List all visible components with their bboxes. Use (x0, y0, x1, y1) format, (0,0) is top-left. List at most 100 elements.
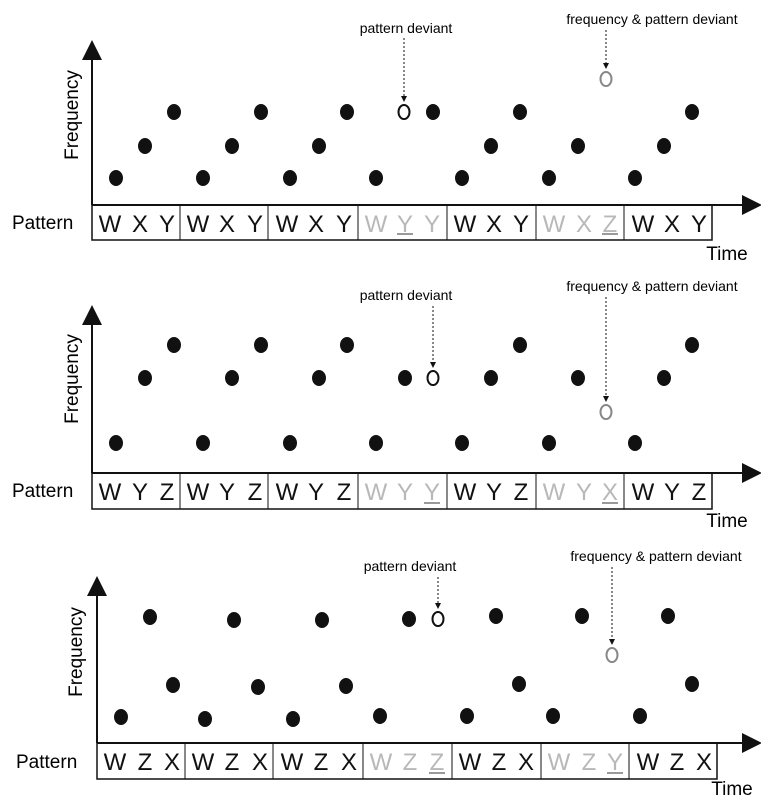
letter: W (543, 479, 566, 506)
tone-dot (225, 138, 239, 154)
tone-dot (283, 170, 297, 186)
letter: Y (397, 479, 413, 506)
letter: X (219, 211, 235, 238)
tone-dot (254, 337, 268, 353)
letter: X (576, 211, 592, 238)
letter: X (132, 211, 148, 238)
frequency-dots (109, 337, 699, 451)
letter: Y (132, 479, 148, 506)
panel-1: Frequency Time Pattern W X Y W X Y W X Y… (0, 0, 761, 265)
letter: W (637, 749, 660, 776)
letter: X (252, 749, 268, 776)
panel-2-diagram: Frequency Time Pattern W Y Z W Y Z W Y Z… (12, 278, 761, 532)
tone-dot (138, 370, 152, 386)
tone-dot (225, 370, 239, 386)
tone-dot (575, 608, 589, 624)
letter: X (696, 749, 712, 776)
letter: W (187, 479, 210, 506)
pattern-deviant-tone (397, 104, 411, 120)
letter: Y (424, 211, 440, 238)
tone-dot (571, 138, 585, 154)
tone-dot (369, 435, 383, 451)
x-axis-label: Time (706, 511, 748, 532)
letter: Y (486, 479, 502, 506)
tone-dot (369, 170, 383, 186)
tone-dot (398, 370, 412, 386)
letter: W (187, 211, 210, 238)
letter: Z (337, 479, 352, 506)
tone-dot (286, 711, 300, 727)
tone-dot (628, 435, 642, 451)
letter: W (192, 749, 215, 776)
panel-3-diagram: Frequency Time Pattern W Z X W Z X W Z X… (16, 548, 761, 797)
letter: X (602, 479, 618, 506)
tone-dot (455, 170, 469, 186)
tone-dot (340, 337, 354, 353)
row-label: Pattern (12, 213, 73, 234)
panel-2: Frequency Time Pattern W Y Z W Y Z W Y Z… (0, 267, 761, 532)
letter: W (543, 211, 566, 238)
tone-dot (312, 138, 326, 154)
freq-pattern-deviant-tone (599, 404, 613, 420)
frequency-dots (109, 104, 699, 186)
tone-dot (542, 435, 556, 451)
tone-dot (114, 709, 128, 725)
pattern-dividers (179, 473, 625, 509)
letter: W (454, 479, 477, 506)
letter: W (276, 479, 299, 506)
letter: Y (664, 479, 680, 506)
letter: W (370, 749, 393, 776)
tone-dot (513, 104, 527, 120)
tone-dot (460, 708, 474, 724)
tone-dot (198, 711, 212, 727)
tone-dot (484, 370, 498, 386)
letter: Y (308, 479, 324, 506)
tone-dot (109, 170, 123, 186)
freq-pattern-deviant-label: frequency & pattern deviant (566, 278, 737, 294)
freq-pattern-deviant-tone (599, 71, 613, 87)
letter: X (664, 211, 680, 238)
letter: W (454, 211, 477, 238)
letter: W (459, 749, 482, 776)
tone-dot (373, 708, 387, 724)
letter: Y (219, 479, 235, 506)
tone-dot (571, 370, 585, 386)
tone-dot (340, 104, 354, 120)
letter: Z (582, 749, 597, 776)
letter: W (365, 211, 388, 238)
tone-dot (685, 337, 699, 353)
frequency-dots (114, 608, 699, 727)
letter: X (164, 749, 180, 776)
tone-dot (513, 337, 527, 353)
letter: Y (336, 211, 352, 238)
tone-dot (402, 611, 416, 627)
tone-dot (196, 170, 210, 186)
letter: Z (138, 749, 153, 776)
letter: Y (247, 211, 263, 238)
letter: X (486, 211, 502, 238)
letter: Z (225, 749, 240, 776)
pattern-deviant-label: pattern deviant (360, 287, 453, 303)
letter: Z (160, 479, 175, 506)
tone-dot (283, 435, 297, 451)
tone-dot (251, 679, 265, 695)
letter: Z (403, 749, 418, 776)
letter: W (365, 479, 388, 506)
pattern-dividers (179, 205, 625, 240)
freq-pattern-deviant-label: frequency & pattern deviant (566, 11, 737, 27)
row-label: Pattern (16, 752, 77, 773)
tone-dot (542, 170, 556, 186)
tone-dot (661, 608, 675, 624)
freq-pattern-deviant-tone (605, 647, 619, 663)
tone-dot (685, 104, 699, 120)
letter: Z (603, 211, 618, 238)
pattern-letters: W X Y W X Y W X Y W Y Y W X Y W X Z W X … (99, 211, 707, 238)
freq-pattern-deviant-label: frequency & pattern deviant (570, 548, 741, 564)
pattern-deviant-label: pattern deviant (360, 20, 453, 36)
tone-dot (109, 435, 123, 451)
tone-dot (426, 104, 440, 120)
letter: Z (492, 749, 507, 776)
letter: X (518, 749, 534, 776)
y-axis-label: Frequency (62, 334, 83, 424)
pattern-box (91, 204, 713, 241)
